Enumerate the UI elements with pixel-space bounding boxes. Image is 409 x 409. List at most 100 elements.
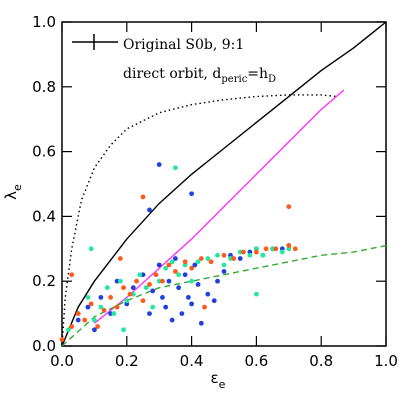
y-tick-label: 0.2 — [32, 272, 56, 290]
point — [211, 298, 217, 304]
y-tick-label: 0.4 — [32, 207, 56, 225]
point — [98, 304, 104, 310]
point — [134, 278, 139, 284]
point — [169, 259, 175, 265]
legend-text: direct orbit, d — [123, 66, 221, 82]
point — [127, 291, 133, 297]
point — [198, 320, 204, 326]
point — [202, 304, 207, 310]
point — [273, 246, 279, 252]
point — [173, 256, 178, 261]
point — [121, 285, 126, 291]
point — [215, 278, 220, 284]
point — [241, 249, 246, 255]
point — [69, 324, 75, 329]
y-label-sub: e — [11, 184, 24, 191]
y-tick-label: 0.8 — [32, 78, 56, 96]
y-tick-label: 0.0 — [32, 337, 56, 355]
point — [150, 304, 156, 310]
point — [205, 256, 211, 261]
point — [85, 304, 91, 310]
point — [95, 324, 101, 329]
y-tick-label: 0.6 — [32, 143, 56, 161]
curve — [61, 244, 387, 347]
point — [69, 272, 75, 278]
legend-label: direct orbit, dperic=hD — [123, 66, 276, 85]
point — [111, 311, 117, 316]
y-axis-label: λe — [2, 184, 24, 200]
point — [137, 272, 143, 278]
legend-label: Original S0b, 9:1 — [123, 37, 244, 53]
point — [176, 285, 182, 291]
point — [286, 204, 292, 210]
point — [160, 295, 165, 300]
point — [82, 317, 88, 323]
point — [189, 278, 195, 284]
point — [124, 298, 130, 304]
point — [292, 246, 298, 252]
point — [182, 272, 188, 278]
point — [205, 291, 211, 297]
point — [114, 304, 120, 310]
legend-text: =h — [247, 66, 268, 82]
point — [179, 311, 185, 316]
point — [101, 307, 107, 313]
point — [92, 317, 97, 323]
point — [66, 327, 71, 333]
point — [182, 259, 188, 265]
point — [150, 288, 156, 294]
point — [247, 252, 253, 258]
legend-sub: peric — [221, 74, 247, 85]
point — [156, 262, 162, 268]
point — [104, 285, 110, 291]
point — [254, 291, 259, 297]
point — [143, 285, 149, 291]
point — [231, 256, 237, 261]
point — [195, 259, 201, 265]
point — [88, 301, 94, 307]
point — [117, 278, 123, 284]
point — [189, 265, 195, 271]
point — [189, 191, 195, 197]
point — [59, 337, 65, 342]
point — [237, 256, 243, 261]
point — [163, 304, 169, 310]
point — [147, 311, 152, 316]
point — [279, 249, 285, 255]
x-tick-label: 1.0 — [374, 352, 398, 370]
x-tick-label: 0.4 — [180, 352, 204, 370]
point — [254, 249, 259, 255]
curve — [61, 21, 387, 347]
point — [98, 295, 104, 300]
y-tick-label: 1.0 — [32, 13, 56, 31]
legend-sub: D — [268, 74, 276, 85]
point — [263, 246, 269, 252]
x-tick-label: 0.0 — [50, 352, 74, 370]
point — [286, 243, 292, 248]
curve — [93, 89, 345, 324]
point — [166, 278, 172, 284]
x-tick-label: 0.6 — [244, 352, 268, 370]
point — [260, 252, 266, 258]
point — [121, 327, 126, 333]
point — [156, 162, 162, 167]
point — [75, 317, 81, 323]
point — [85, 295, 91, 300]
point — [221, 262, 227, 268]
point — [221, 269, 227, 274]
point — [130, 285, 136, 291]
x-tick-label: 0.8 — [309, 352, 333, 370]
plot-frame — [61, 21, 387, 347]
point — [153, 272, 159, 278]
x-axis-label: εe — [211, 369, 226, 391]
point — [192, 262, 198, 268]
point — [166, 262, 172, 268]
point — [173, 165, 178, 171]
point — [195, 282, 201, 287]
point — [140, 194, 146, 200]
point — [208, 259, 214, 265]
point — [147, 207, 152, 213]
point — [198, 256, 204, 261]
point — [176, 272, 182, 278]
